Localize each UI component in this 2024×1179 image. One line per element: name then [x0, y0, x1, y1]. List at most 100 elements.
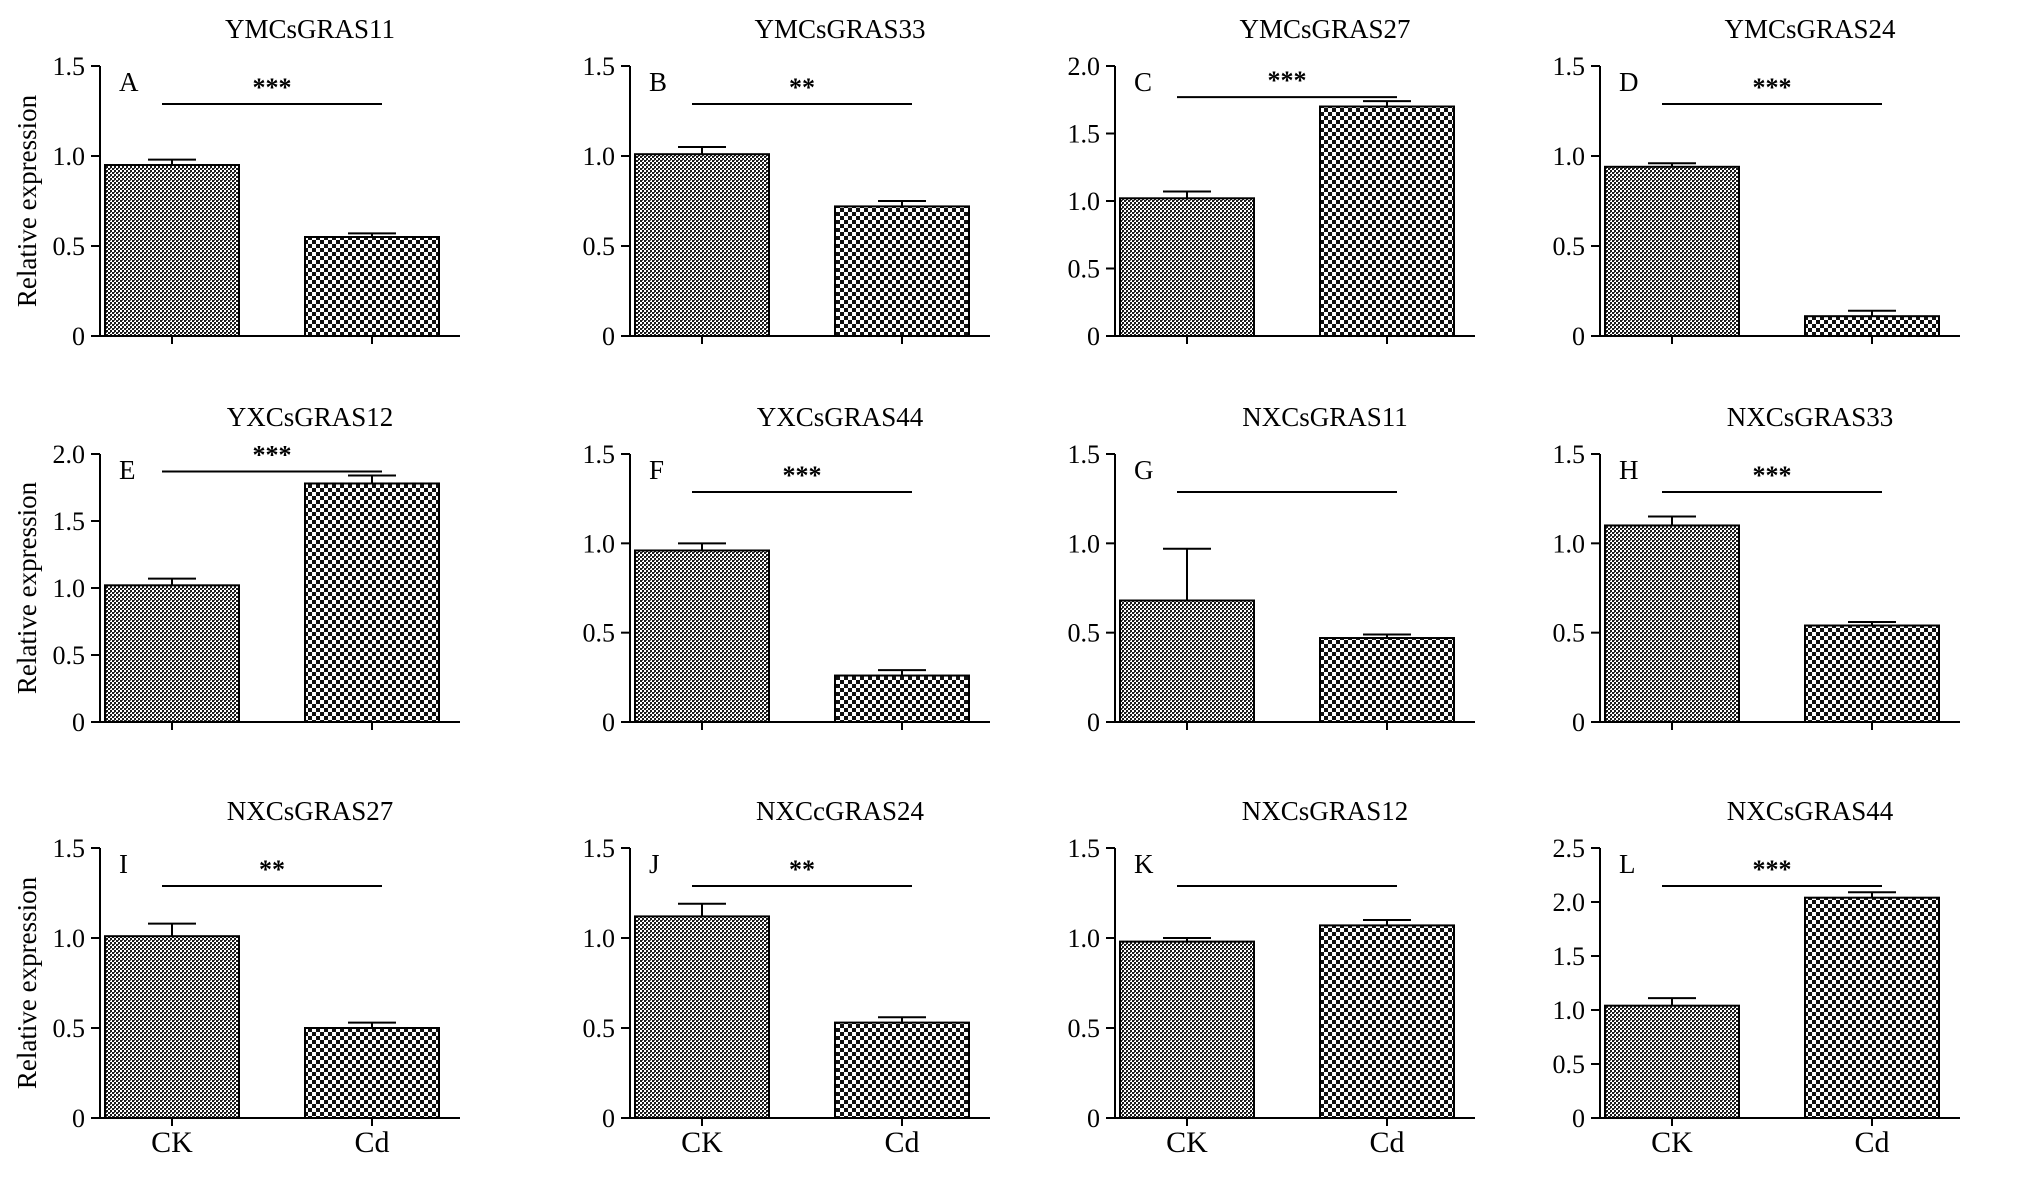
bar-cd	[1319, 105, 1455, 337]
panel-e: YXCsGRAS12 E 0 0.5 1.0 1.5 2.0 ***	[53, 402, 460, 737]
y-tick-label: 0.5	[53, 232, 86, 261]
significance-marker: ***	[253, 440, 292, 469]
y-tick-label: 1.0	[1068, 187, 1101, 216]
y-tick-label: 0	[1087, 322, 1100, 351]
x-tick-label: CK	[1651, 1126, 1693, 1159]
bar-cd	[304, 236, 440, 337]
panel-title: YXCsGRAS12	[227, 402, 394, 432]
y-tick-label: 0	[1572, 708, 1585, 737]
x-tick-label: CK	[681, 1126, 723, 1159]
y-tick-label: 0.5	[583, 619, 616, 648]
bar-ck	[104, 935, 240, 1120]
y-tick-label: 1.5	[1553, 942, 1586, 971]
y-tick-label: 1.5	[1553, 52, 1586, 81]
significance-marker: ***	[1753, 73, 1792, 102]
y-tick-label: 1.0	[53, 142, 86, 171]
panel-letter: J	[649, 849, 660, 879]
y-tick-label: 1.0	[1553, 529, 1586, 558]
y-tick-label: 0	[602, 1104, 615, 1133]
significance-marker: ***	[783, 461, 822, 490]
panel-title: YMCsGRAS24	[1724, 14, 1896, 44]
panel-letter: C	[1134, 67, 1152, 97]
bar-ck	[1119, 197, 1255, 337]
x-tick-label: CK	[151, 1126, 193, 1159]
panel-f: YXCsGRAS44 F 0 0.5 1.0 1.5 ***	[583, 402, 990, 737]
panel-letter: L	[1619, 849, 1636, 879]
y-tick-label: 0	[1572, 1104, 1585, 1133]
significance-marker: ***	[253, 73, 292, 102]
bar-ck	[1119, 599, 1255, 723]
y-tick-label: 0.5	[1068, 255, 1101, 284]
bar-cd	[304, 482, 440, 724]
y-tick-label: 1.5	[53, 834, 86, 863]
panel-title: NXCsGRAS33	[1727, 402, 1894, 432]
panel-title: YXCsGRAS44	[757, 402, 924, 432]
y-tick-label: 1.0	[1068, 529, 1101, 558]
y-tick-label: 0.5	[1068, 1014, 1101, 1043]
y-tick-label: 0.5	[53, 641, 86, 670]
bar-ck	[104, 584, 240, 723]
bar-cd	[834, 1021, 970, 1119]
panel-letter: F	[649, 455, 664, 485]
y-tick-label: 1.0	[1553, 996, 1586, 1025]
significance-marker: **	[789, 855, 815, 884]
significance-marker: ***	[1753, 461, 1792, 490]
y-tick-label: 1.0	[1553, 142, 1586, 171]
y-tick-label: 0	[1087, 708, 1100, 737]
significance-marker: **	[789, 73, 815, 102]
bar-cd	[834, 674, 970, 724]
bar-ck	[634, 153, 770, 337]
y-tick-label: 0.5	[1068, 619, 1101, 648]
significance-marker: ***	[1753, 855, 1792, 884]
x-tick-label: Cd	[354, 1126, 389, 1159]
y-tick-label: 1.0	[1068, 924, 1101, 953]
x-tick-label: Cd	[884, 1126, 919, 1159]
y-tick-label: 0	[72, 1104, 85, 1133]
panel-letter: B	[649, 67, 667, 97]
panel-d: YMCsGRAS24 D 0 0.5 1.0 1.5 ***	[1553, 14, 1960, 351]
bar-ck	[104, 164, 240, 337]
bar-ck	[1604, 1004, 1740, 1119]
bar-ck	[634, 915, 770, 1120]
y-tick-label: 0	[1087, 1104, 1100, 1133]
y-tick-label: 0.5	[583, 232, 616, 261]
panel-i: NXCsGRAS27 I 0 0.5 1.0 1.5 CK Cd **	[53, 796, 460, 1159]
y-tick-label: 0	[1572, 322, 1585, 351]
significance-marker: **	[259, 855, 285, 884]
panel-h: NXCsGRAS33 H 0 0.5 1.0 1.5 ***	[1553, 402, 1960, 737]
panel-k: NXCsGRAS12 K 0 0.5 1.0 1.5 CK Cd	[1068, 796, 1475, 1159]
panel-l: NXCsGRAS44 L 0 0.5 1.0 1.5 2.0 2.5 CK Cd ***	[1553, 796, 1960, 1159]
y-tick-label: 1.5	[53, 507, 86, 536]
y-tick-label: 0	[72, 708, 85, 737]
y-tick-label: 1.0	[53, 574, 86, 603]
y-tick-label: 1.5	[583, 834, 616, 863]
panel-b: YMCsGRAS33 B 0 0.5 1.0 1.5 **	[583, 14, 990, 351]
y-tick-label: 2.0	[53, 440, 86, 469]
y-axis-label: Relative expression	[12, 94, 42, 307]
panel-title: NXCsGRAS27	[227, 796, 394, 826]
panel-title: NXCcGRAS24	[756, 796, 925, 826]
y-tick-label: 0.5	[1553, 1050, 1586, 1079]
bar-cd	[1804, 624, 1940, 724]
y-tick-label: 1.5	[1068, 440, 1101, 469]
panel-title: YMCsGRAS33	[754, 14, 925, 44]
y-tick-label: 0.5	[1553, 619, 1586, 648]
y-tick-label: 2.0	[1553, 888, 1586, 917]
y-tick-label: 2.5	[1553, 834, 1586, 863]
panel-letter: D	[1619, 67, 1639, 97]
x-tick-label: Cd	[1854, 1126, 1889, 1159]
y-tick-label: 1.0	[583, 142, 616, 171]
panel-title: NXCsGRAS44	[1727, 796, 1894, 826]
y-tick-label: 1.5	[1068, 834, 1101, 863]
y-tick-label: 0.5	[583, 1014, 616, 1043]
bar-cd	[304, 1027, 440, 1119]
panel-title: YMCsGRAS11	[225, 14, 395, 44]
y-tick-label: 1.0	[583, 529, 616, 558]
y-tick-label: 1.0	[53, 924, 86, 953]
bar-ck	[1119, 940, 1255, 1119]
bar-ck	[1604, 165, 1740, 337]
bar-ck	[1604, 524, 1740, 724]
significance-marker: ***	[1268, 66, 1307, 95]
panel-title: NXCsGRAS12	[1242, 796, 1409, 826]
bar-cd	[1804, 896, 1940, 1119]
